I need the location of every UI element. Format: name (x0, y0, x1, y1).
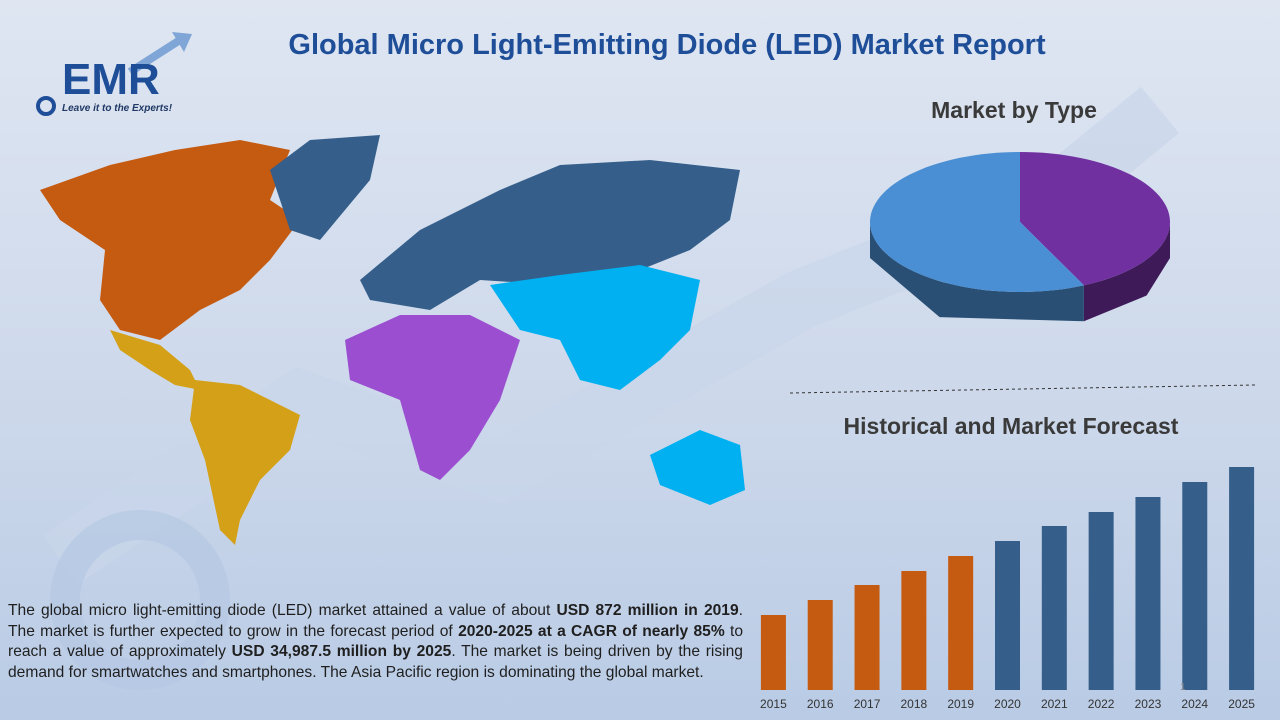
logo-arrow (127, 36, 183, 76)
pie-title: Market by Type (931, 97, 1097, 123)
bar (948, 556, 974, 690)
south-america (190, 380, 300, 545)
x-tick-label: 2015 (760, 697, 787, 711)
bar (854, 585, 880, 690)
summary-segment: . The market is further expected to grow… (8, 602, 743, 640)
africa-middle-east (345, 315, 520, 480)
bar (1229, 467, 1255, 690)
x-tick-label: 2024 (1181, 697, 1208, 711)
summary-segment: The global micro light-emitting diode (L… (8, 602, 557, 619)
summary-segment: USD 872 million in 2019 (556, 602, 739, 619)
bar-chart: 2015 2016 2017 2018 2019 2020 2021 2022 2023 2024… (760, 467, 1255, 711)
bar (1041, 526, 1067, 690)
summary-segment: . The market is being driven by the risi… (8, 643, 743, 681)
world-map (40, 135, 745, 545)
pie-slice (870, 152, 1084, 292)
x-tick-label: 2021 (1041, 697, 1068, 711)
page-number: 1 (1180, 682, 1186, 693)
summary-segment: USD 34,987.5 million by 2025 (231, 643, 452, 660)
bar (995, 541, 1020, 690)
central-america (110, 330, 200, 390)
x-tick-label: 2023 (1135, 697, 1162, 711)
logo-ring (36, 96, 56, 116)
pie-side (1083, 222, 1170, 322)
logo-arrow-head (172, 32, 192, 52)
greenland (270, 135, 380, 240)
bar (901, 571, 927, 690)
pie-chart (870, 152, 1170, 322)
x-tick-label: 2018 (901, 697, 928, 711)
asia (490, 265, 700, 390)
bar (1182, 482, 1208, 690)
title: Global Micro Light-Emitting Diode (LED) … (288, 29, 1046, 61)
north-america (40, 140, 300, 340)
x-tick-label: 2025 (1228, 697, 1255, 711)
australia (650, 430, 745, 505)
divider (789, 384, 1256, 394)
europe-russia (360, 160, 740, 310)
bar (1088, 512, 1114, 690)
summary: The global micro light-emitting diode (L… (8, 601, 743, 683)
bar (760, 615, 786, 690)
pie-slice (1020, 152, 1170, 286)
bar (807, 600, 833, 690)
summary-segment: 2020-2025 at a CAGR of nearly 85% (458, 622, 725, 640)
x-tick-label: 2019 (947, 697, 974, 711)
bg-ring (50, 510, 230, 690)
x-tick-label: 2017 (854, 697, 881, 711)
bar (1135, 497, 1161, 690)
bar-chart-title: Historical and Market Forecast (844, 413, 1179, 439)
logo-name: EMR (62, 55, 160, 104)
summary-segment: to reach a value of approximately (8, 622, 743, 661)
x-tick-label: 2022 (1088, 697, 1115, 711)
x-tick-label: 2016 (807, 697, 834, 711)
x-tick-label: 2020 (994, 697, 1021, 711)
pie-side (870, 222, 1084, 322)
logo-tagline: Leave it to the Experts! (62, 103, 173, 114)
